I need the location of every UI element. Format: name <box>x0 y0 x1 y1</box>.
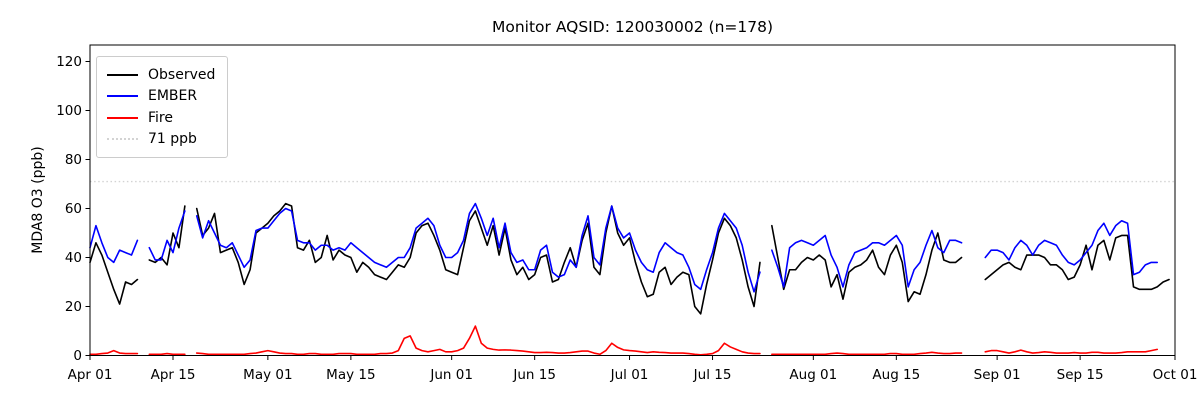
x-tick-label: Aug 01 <box>789 367 837 383</box>
y-tick-label: 60 <box>65 201 82 217</box>
y-axis-label: MDA8 O3 (ppb) <box>30 146 46 254</box>
legend-line-sample <box>107 116 138 119</box>
x-tick-label: May 15 <box>326 367 375 383</box>
y-tick-label: 80 <box>65 152 82 168</box>
legend-item-ember: EMBER <box>107 86 215 108</box>
x-tick-label: Jul 15 <box>693 367 732 383</box>
legend-item-observed: Observed <box>107 64 215 86</box>
legend: Observed EMBER Fire 71 ppb <box>96 56 229 158</box>
y-tick-label: 100 <box>56 103 82 119</box>
chart-title: Monitor AQSID: 120030002 (n=178) <box>491 18 774 36</box>
series-line-ember <box>89 202 1159 293</box>
y-tick-label: 20 <box>65 299 82 315</box>
legend-line-sample <box>107 95 138 98</box>
x-tick-label: Aug 15 <box>872 367 920 383</box>
x-tick-label: Sep 15 <box>1057 367 1104 383</box>
legend-label: Observed <box>148 66 216 83</box>
x-tick-label: Sep 01 <box>974 367 1021 383</box>
legend-line-sample <box>107 138 138 141</box>
legend-label: EMBER <box>148 88 198 105</box>
legend-label: Fire <box>148 109 173 126</box>
x-tick-label: Jun 01 <box>429 367 473 383</box>
legend-label: 71 ppb <box>148 131 197 148</box>
x-tick-label: Apr 15 <box>151 367 196 383</box>
legend-line-sample <box>107 73 138 76</box>
x-tick-label: Jul 01 <box>610 367 649 383</box>
legend-item-fire: Fire <box>107 107 215 129</box>
x-tick-label: May 01 <box>243 367 292 383</box>
series-line-fire <box>89 325 1159 356</box>
y-tick-label: 40 <box>65 250 82 266</box>
y-tick-label: 120 <box>56 54 82 70</box>
x-tick-label: Jun 15 <box>512 367 556 383</box>
series-line-observed <box>89 202 1170 315</box>
x-tick-label: Apr 01 <box>68 367 113 383</box>
x-tick-label: Oct 01 <box>1153 367 1198 383</box>
plot-frame <box>89 44 1176 356</box>
legend-item-71-ppb: 71 ppb <box>107 129 215 151</box>
y-tick-label: 0 <box>73 348 82 364</box>
